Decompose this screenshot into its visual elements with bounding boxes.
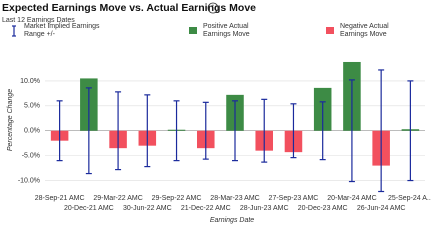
- legend-label: Market Implied Earnings Range +/-: [24, 23, 100, 38]
- error-bar: [173, 100, 180, 162]
- error-bar: [232, 100, 238, 162]
- error-bar: [56, 100, 63, 162]
- y-tick-label: 10.0%: [20, 78, 40, 85]
- legend-swatch: [326, 27, 334, 34]
- error-bar: [407, 80, 414, 182]
- error-bar: [348, 79, 355, 183]
- y-tick-label: -10.0%: [18, 177, 40, 184]
- y-tick-label: 0.0%: [24, 128, 40, 135]
- legend-label: Positive Actual Earnings Move: [203, 23, 250, 38]
- error-bar: [319, 101, 326, 161]
- y-tick-label: -5.0%: [22, 152, 40, 159]
- error-bar: [115, 91, 122, 171]
- x-axis-label: Earnings Date: [210, 217, 254, 224]
- chart-title: Expected Earnings Move vs. Actual Earnin…: [2, 2, 256, 14]
- x-tick-label: 30-Jun-22 AMC: [123, 205, 172, 212]
- info-icon-dot: [212, 4, 214, 6]
- y-axis-label: Percentage Change: [7, 89, 14, 151]
- error-bar: [378, 69, 385, 193]
- x-tick-label: 27-Sep-23 AMC: [269, 195, 319, 202]
- x-tick-label: 26-Jun-24 AMC: [357, 205, 406, 212]
- x-tick-label: 29-Mar-22 AMC: [93, 195, 142, 202]
- error-bar: [261, 98, 268, 163]
- x-tick-label: 20-Dec-21 AMC: [64, 205, 114, 212]
- x-tick-label: 28-Jun-23 AMC: [240, 205, 289, 212]
- x-tick-label: 21-Dec-22 AMC: [181, 205, 231, 212]
- info-icon[interactable]: [207, 2, 219, 14]
- y-tick-label: 5.0%: [24, 103, 40, 110]
- error-bar: [85, 87, 92, 175]
- error-bar: [202, 101, 209, 160]
- x-tick-label: 28-Sep-21 AMC: [35, 195, 85, 202]
- x-tick-label: 28-Mar-23 AMC: [210, 195, 259, 202]
- chart-subtitle: Last 12 Earnings Dates: [2, 17, 75, 24]
- x-tick-label: 20-Dec-23 AMC: [298, 205, 348, 212]
- chart: Expected Earnings Move vs. Actual Earnin…: [2, 2, 431, 224]
- error-bar: [290, 103, 297, 159]
- legend-swatch: [189, 27, 197, 34]
- x-tick-label: 25-Sep-24 A...: [388, 195, 431, 202]
- legend-label: Negative Actual Earnings Move: [340, 23, 389, 38]
- error-bar: [144, 94, 151, 168]
- x-tick-label: 20-Mar-24 AMC: [327, 195, 376, 202]
- x-tick-label: 29-Sep-22 AMC: [152, 195, 202, 202]
